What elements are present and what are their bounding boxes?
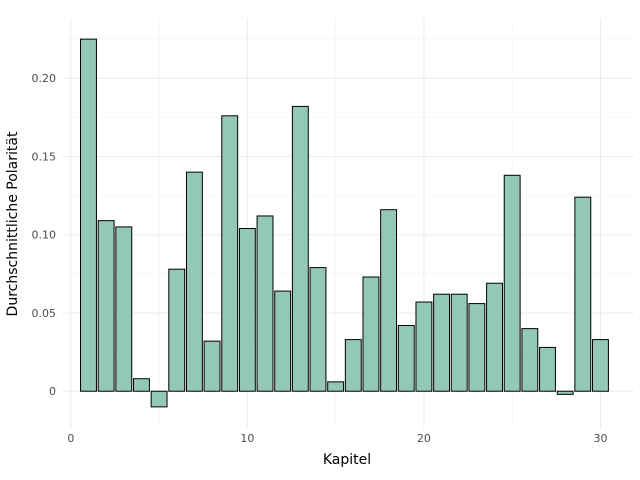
bar-kapitel-8: [203, 340, 221, 392]
y-tick-label: 0: [49, 385, 56, 398]
y-axis-title: Durchschnittliche Polarität: [5, 131, 21, 316]
bar-kapitel-10: [238, 227, 256, 392]
bar-kapitel-14: [309, 267, 327, 392]
bar-kapitel-28: [556, 390, 574, 395]
bar-kapitel-16: [344, 339, 362, 392]
bar-kapitel-19: [397, 325, 415, 392]
bar-kapitel-18: [380, 209, 398, 392]
bar-kapitel-23: [468, 303, 486, 392]
y-tick-label: 0.15: [32, 150, 57, 163]
bar-kapitel-4: [133, 378, 150, 392]
x-tick-label: 20: [417, 432, 431, 445]
y-axis-ticks: 0 0.05 0.10 0.15 0.20: [32, 72, 57, 398]
x-tick-label: 10: [240, 432, 254, 445]
grid: [62, 18, 634, 428]
bar-kapitel-26: [521, 328, 539, 392]
bar-kapitel-24: [486, 282, 503, 392]
bar-kapitel-7: [185, 171, 203, 392]
bar-kapitel-6: [168, 268, 186, 392]
bar-kapitel-25: [503, 174, 521, 392]
bar-kapitel-27: [539, 346, 556, 392]
bar-kapitel-13: [291, 105, 309, 392]
y-tick-label: 0.05: [32, 307, 57, 320]
y-tick-label: 0.10: [32, 229, 57, 242]
bars: [80, 38, 609, 408]
bar-kapitel-9: [221, 115, 239, 392]
x-axis-ticks: 0 10 20 30: [67, 432, 607, 445]
x-tick-label: 0: [67, 432, 74, 445]
bar-kapitel-5: [150, 390, 168, 408]
y-tick-label: 0.20: [32, 72, 57, 85]
bar-kapitel-20: [415, 301, 433, 392]
bar-kapitel-3: [115, 226, 133, 392]
bar-kapitel-15: [327, 381, 345, 392]
x-tick-label: 30: [593, 432, 607, 445]
bar-kapitel-17: [362, 276, 380, 392]
x-axis-title: Kapitel: [323, 452, 371, 468]
bar-kapitel-12: [274, 290, 292, 392]
bar-kapitel-29: [574, 196, 592, 392]
bar-kapitel-11: [256, 215, 274, 392]
bar-kapitel-1: [80, 38, 97, 392]
bar-kapitel-22: [450, 293, 468, 392]
bar-kapitel-30: [592, 339, 609, 392]
bar-kapitel-2: [97, 220, 115, 392]
bar-kapitel-21: [433, 293, 451, 392]
